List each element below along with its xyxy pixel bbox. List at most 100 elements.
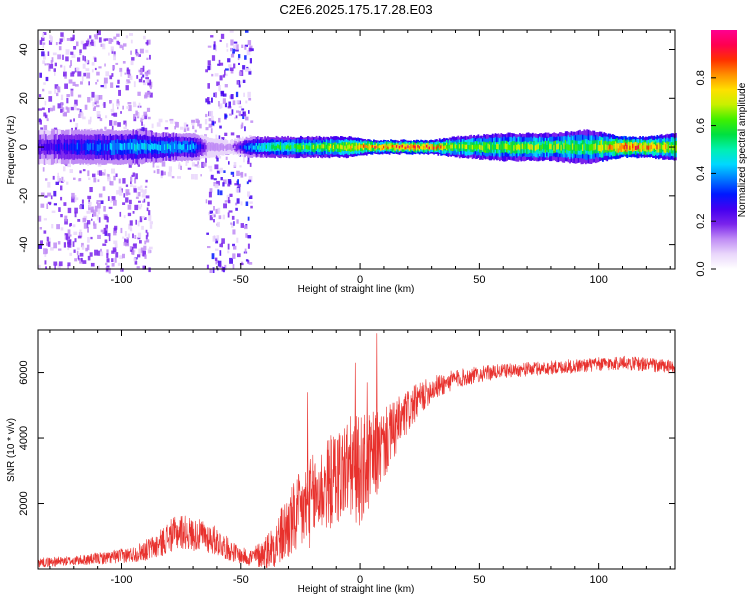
spectrogram-ridge-cell bbox=[484, 145, 487, 151]
spectrogram-noise-cell bbox=[69, 119, 72, 123]
spectrogram-noise-cell bbox=[108, 235, 111, 242]
spectrogram-ridge-cell bbox=[623, 145, 626, 150]
spectrogram-noise-cell bbox=[114, 243, 118, 248]
spectrogram-noise-cell bbox=[113, 199, 117, 206]
spectrogram-noise-cell bbox=[167, 171, 172, 177]
spectrogram-noise-cell bbox=[73, 249, 76, 253]
spectrogram-noise-cell bbox=[91, 62, 95, 66]
spectrogram-ridge-cell bbox=[305, 145, 308, 150]
spectrogram-noise-cell bbox=[73, 231, 78, 235]
spectrogram-noise-cell bbox=[59, 38, 63, 43]
spectrogram-noise-cell bbox=[248, 70, 252, 75]
snr-x-tick-label: -50 bbox=[233, 574, 249, 586]
spectrogram-ridge-cell bbox=[653, 144, 656, 149]
spectrogram-noise-cell bbox=[142, 80, 146, 83]
spectrogram-noise-cell bbox=[206, 264, 209, 269]
spectrogram-noise-cell bbox=[191, 174, 195, 180]
spectrogram-noise-cell bbox=[223, 170, 226, 173]
spectrogram-noise-cell bbox=[52, 175, 55, 180]
spectrogram-noise-cell bbox=[126, 79, 130, 82]
spectrogram-noise-cell bbox=[88, 201, 92, 205]
spectrogram-noise-cell bbox=[135, 110, 138, 116]
spectrogram-noise-cell bbox=[61, 107, 65, 112]
spectrogram-noise-cell bbox=[213, 178, 217, 181]
spectrogram-noise-cell bbox=[148, 215, 152, 222]
spectrogram-noise-cell bbox=[248, 98, 252, 101]
spectrogram-noise-cell bbox=[64, 83, 68, 89]
spectrogram-ridge-cell bbox=[242, 145, 245, 150]
spectrogram-noise-cell bbox=[178, 162, 181, 167]
spectrogram-noise-cell bbox=[230, 69, 234, 74]
spectrogram-noise-cell bbox=[114, 257, 117, 263]
spectrogram-noise-cell bbox=[145, 195, 150, 199]
spectrogram-noise-cell bbox=[146, 91, 151, 95]
spectrogram-noise-cell bbox=[218, 135, 221, 140]
spectrogram-noise-cell bbox=[63, 242, 66, 248]
spectrogram-noise-cell bbox=[216, 180, 220, 186]
spectrogram-noise-cell bbox=[230, 171, 235, 175]
spectrogram-ridge-cell bbox=[534, 145, 537, 151]
spectrogram-noise-cell bbox=[78, 114, 81, 118]
spectrogram-ridge-cell bbox=[617, 143, 620, 149]
spectrogram-noise-cell bbox=[244, 46, 247, 50]
spectrogram-noise-cell bbox=[77, 71, 82, 77]
spectrogram-noise-cell bbox=[180, 126, 184, 130]
spectrogram-x-tick-label: 0 bbox=[357, 274, 363, 286]
spectrogram-noise-cell bbox=[238, 62, 240, 65]
spectrogram-ridge-cell bbox=[318, 145, 321, 150]
spectrogram-noise-cell bbox=[142, 200, 144, 203]
spectrogram-noise-cell bbox=[244, 68, 249, 72]
spectrogram-noise-cell bbox=[100, 85, 104, 88]
spectrogram-noise-cell bbox=[83, 72, 86, 77]
spectrogram-noise-cell bbox=[237, 57, 240, 61]
spectrogram-noise-cell bbox=[148, 69, 151, 75]
spectrogram-noise-cell bbox=[57, 103, 62, 109]
spectrogram-noise-cell bbox=[100, 161, 104, 165]
spectrogram-noise-cell bbox=[133, 243, 137, 249]
spectrogram-ridge-cell bbox=[172, 143, 175, 150]
spectrogram-ridge-cell bbox=[468, 145, 471, 150]
spectrogram-noise-cell bbox=[113, 112, 118, 117]
spectrogram-ridge-cell bbox=[388, 145, 391, 149]
spectrogram-noise-cell bbox=[145, 77, 149, 80]
spectrogram-noise-cell bbox=[222, 93, 227, 97]
spectrogram-noise-cell bbox=[218, 101, 220, 107]
spectrogram-noise-cell bbox=[211, 73, 214, 77]
spectrogram-ridge-cell bbox=[92, 143, 95, 150]
spectrogram-noise-cell bbox=[103, 38, 106, 42]
spectrogram-noise-cell bbox=[73, 118, 75, 122]
spectrogram-noise-cell bbox=[48, 90, 52, 94]
spectrogram-noise-cell bbox=[70, 88, 74, 91]
spectrogram-noise-cell bbox=[74, 258, 78, 262]
spectrogram-noise-cell bbox=[229, 257, 233, 264]
spectrogram-ridge-cell bbox=[460, 145, 463, 150]
spectrogram-noise-cell bbox=[119, 255, 123, 259]
spectrogram-noise-cell bbox=[88, 199, 91, 205]
colorbar: 0.0 0.2 0.4 0.6 0.8 Normalized spectral ampl… bbox=[695, 30, 748, 277]
spectrogram-ridge-cell bbox=[513, 145, 516, 151]
spectrogram-ridge-cell bbox=[397, 146, 400, 149]
spectrogram-noise-cell bbox=[79, 229, 82, 236]
spectrogram-noise-cell bbox=[217, 260, 222, 267]
spectrogram-noise-cell bbox=[60, 102, 63, 109]
spectrogram-noise-cell bbox=[239, 114, 244, 117]
spectrogram-ridge-cell bbox=[622, 144, 624, 149]
spectrogram-noise-cell bbox=[96, 104, 100, 108]
spectrogram-ridge-cell bbox=[493, 144, 496, 150]
spectrogram-noise-cell bbox=[74, 84, 79, 87]
spectrogram-noise-cell bbox=[69, 169, 73, 173]
spectrogram-noise-cell bbox=[60, 180, 64, 183]
spectrogram-noise-cell bbox=[217, 156, 222, 159]
spectrogram-ridge-cell bbox=[440, 145, 443, 149]
spectrogram-noise-cell bbox=[106, 253, 109, 258]
spectrogram-noise-cell bbox=[48, 96, 53, 102]
spectrogram-ridge-cell bbox=[616, 144, 619, 149]
spectrogram-noise-cell bbox=[146, 107, 151, 112]
spectrogram-ridge-cell bbox=[514, 143, 517, 149]
spectrogram-noise-cell bbox=[143, 245, 147, 250]
spectrogram-noise-cell bbox=[56, 224, 60, 230]
spectrogram-noise-cell bbox=[120, 227, 123, 234]
spectrogram-noise-cell bbox=[149, 224, 153, 229]
spectrogram-noise-cell bbox=[243, 92, 245, 97]
spectrogram-noise-cell bbox=[227, 106, 232, 109]
